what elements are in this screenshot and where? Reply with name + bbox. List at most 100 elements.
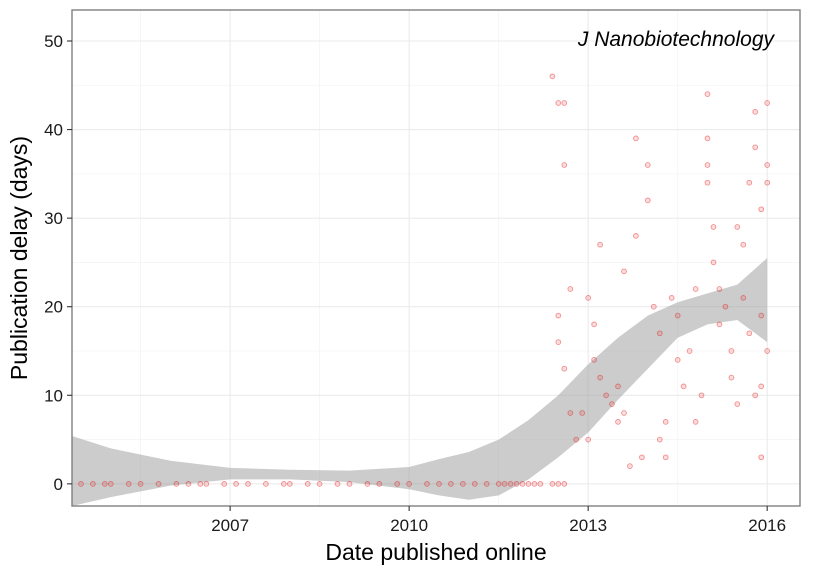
data-point (710, 224, 717, 230)
data-point (758, 454, 765, 461)
data-point (734, 224, 741, 230)
data-point (137, 481, 144, 487)
data-point (125, 481, 132, 487)
y-tick-label: 40 (44, 121, 63, 140)
data-point (155, 481, 162, 487)
data-point (752, 109, 759, 115)
data-point (716, 321, 723, 328)
data-point (621, 410, 627, 416)
x-axis: 2007 2010 2013 2016 (211, 506, 786, 535)
data-point (424, 481, 430, 487)
x-tick-label: 2007 (211, 516, 249, 535)
data-point (764, 162, 771, 168)
data-point (704, 179, 711, 186)
data-point (346, 481, 353, 487)
plot-border (71, 9, 801, 507)
data-point (752, 144, 759, 151)
data-point (585, 295, 592, 301)
data-point (185, 481, 192, 487)
data-point (561, 162, 568, 168)
data-point (555, 312, 562, 319)
data-point (525, 481, 532, 487)
data-point (680, 383, 687, 390)
data-point (692, 286, 699, 292)
data-point (704, 135, 711, 142)
data-point (656, 436, 663, 443)
plot-background (72, 10, 800, 506)
data-point (746, 330, 753, 337)
data-point (633, 135, 639, 142)
y-tick-label: 20 (44, 298, 63, 317)
data-point (495, 481, 502, 487)
data-point (609, 401, 615, 407)
data-point (758, 312, 765, 319)
data-point (740, 295, 747, 301)
data-point (561, 100, 568, 106)
data-point (722, 303, 729, 310)
data-point (764, 179, 771, 186)
data-point (758, 383, 765, 390)
y-axis: 0 10 20 30 40 50 (44, 32, 72, 494)
data-point (674, 312, 681, 319)
data-point (644, 162, 651, 168)
data-point (107, 481, 114, 487)
data-point (674, 357, 681, 363)
x-tick-label: 2013 (569, 516, 607, 535)
data-point (650, 303, 657, 310)
data-point (686, 348, 693, 354)
x-tick-label: 2010 (390, 516, 428, 535)
data-point (704, 162, 711, 168)
y-tick-label: 10 (44, 386, 63, 405)
data-point (483, 481, 490, 487)
data-point (471, 481, 478, 487)
data-point (78, 481, 84, 487)
data-point (752, 392, 759, 399)
data-point (203, 481, 210, 487)
data-point (245, 481, 251, 487)
data-point (656, 330, 663, 337)
data-point (448, 481, 454, 487)
data-point (567, 410, 574, 416)
data-point (668, 295, 675, 301)
data-point (633, 233, 639, 239)
data-point (585, 436, 592, 443)
data-point (591, 321, 597, 328)
data-point (394, 481, 401, 487)
data-point (644, 197, 651, 204)
data-point (597, 241, 603, 248)
data-point (286, 481, 293, 487)
data-point (221, 481, 228, 487)
data-point (561, 365, 568, 372)
data-point (334, 481, 341, 487)
data-point (746, 179, 753, 186)
data-point (573, 436, 580, 443)
data-point (662, 419, 669, 425)
data-point (460, 481, 466, 487)
data-point (507, 481, 514, 487)
data-point (692, 419, 699, 425)
data-point (591, 357, 597, 363)
data-point (555, 339, 562, 345)
data-point (101, 481, 108, 487)
data-point (615, 383, 621, 390)
data-point (376, 481, 383, 487)
data-points (78, 73, 771, 487)
data-point (603, 392, 609, 399)
data-point (304, 481, 311, 487)
data-point (728, 348, 735, 354)
data-point (436, 481, 442, 487)
data-point (734, 401, 741, 407)
data-point (621, 268, 627, 275)
data-point (173, 481, 180, 487)
data-point (501, 481, 508, 487)
data-point (704, 91, 711, 97)
x-tick-label: 2016 (748, 516, 786, 535)
data-point (740, 241, 747, 248)
data-point (90, 481, 96, 487)
journal-annotation: J Nanobiotechnology (577, 28, 776, 51)
data-point (698, 392, 705, 399)
data-point (639, 454, 645, 461)
data-point (567, 286, 574, 292)
data-point (197, 481, 204, 487)
